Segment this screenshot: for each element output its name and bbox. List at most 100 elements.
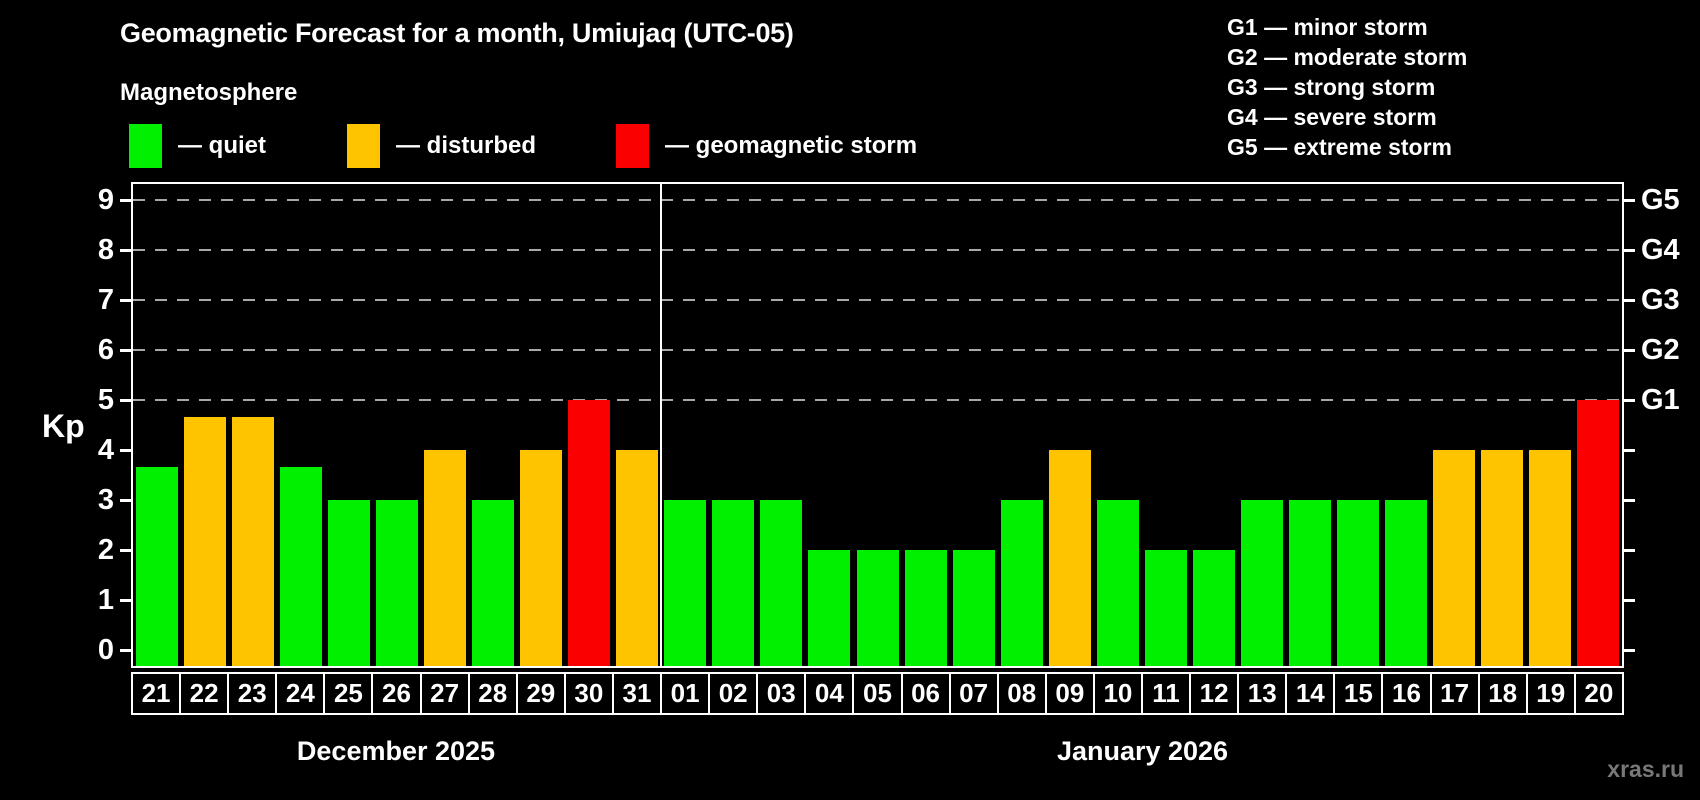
date-cell-20: 20 <box>1573 672 1624 715</box>
date-cell-17: 17 <box>1429 672 1480 715</box>
kp-bar-03 <box>760 500 803 666</box>
date-cell-15: 15 <box>1333 672 1384 715</box>
left-tick-kp8 <box>120 249 131 252</box>
date-cell-18: 18 <box>1477 672 1528 715</box>
g-axis-label-g3: G3 <box>1641 284 1680 316</box>
month-separator-line <box>660 184 663 666</box>
kp-bar-16 <box>1384 500 1427 666</box>
date-cell-01: 01 <box>660 672 711 715</box>
date-cell-08: 08 <box>996 672 1047 715</box>
legend-label-storm: — geomagnetic storm <box>665 132 918 159</box>
y-tick-label-5: 5 <box>97 384 114 416</box>
kp-bar-31 <box>616 450 659 666</box>
kp-bar-29 <box>520 450 563 666</box>
left-tick-kp3 <box>120 499 131 502</box>
kp-bar-21 <box>136 466 179 666</box>
disturbed-swatch-icon <box>347 124 380 168</box>
kp-bar-25 <box>328 500 371 666</box>
kp-bar-13 <box>1240 500 1283 666</box>
left-tick-kp9 <box>120 199 131 202</box>
date-cell-04: 04 <box>804 672 855 715</box>
date-cell-26: 26 <box>371 672 422 715</box>
kp-bar-11 <box>1144 550 1187 666</box>
right-tick-kp9 <box>1624 199 1635 202</box>
kp-bar-10 <box>1096 500 1139 666</box>
date-cell-24: 24 <box>275 672 326 715</box>
kp-bar-06 <box>904 550 947 666</box>
right-tick-kp0 <box>1624 649 1635 652</box>
kp-bar-07 <box>952 550 995 666</box>
legend-heading: Magnetosphere <box>120 79 298 106</box>
date-cell-19: 19 <box>1525 672 1576 715</box>
left-tick-kp1 <box>120 599 131 602</box>
g-axis-label-g5: G5 <box>1641 184 1680 216</box>
kp-bar-30 <box>568 400 611 666</box>
g-axis-label-g2: G2 <box>1641 334 1680 366</box>
date-cell-03: 03 <box>756 672 807 715</box>
g-axis-label-g1: G1 <box>1641 384 1680 416</box>
watermark-text: xras.ru <box>1607 756 1684 782</box>
date-cell-21: 21 <box>131 672 182 715</box>
g-legend-line-g4: G4 — severe storm <box>1227 104 1437 130</box>
kp-bar-23 <box>232 416 275 666</box>
legend-item-storm: — geomagnetic storm <box>616 123 917 169</box>
right-tick-kp3 <box>1624 499 1635 502</box>
date-cell-22: 22 <box>179 672 230 715</box>
left-tick-kp5 <box>120 399 131 402</box>
date-cell-11: 11 <box>1140 672 1192 715</box>
kp-bar-01 <box>664 500 707 666</box>
storm-swatch-icon <box>616 124 649 168</box>
date-cell-02: 02 <box>708 672 759 715</box>
g-legend-line-g5: G5 — extreme storm <box>1227 134 1452 160</box>
date-cell-16: 16 <box>1381 672 1432 715</box>
right-tick-kp6 <box>1624 349 1635 352</box>
g-legend-line-g2: G2 — moderate storm <box>1227 44 1468 70</box>
kp-bar-04 <box>808 550 851 666</box>
date-cell-29: 29 <box>515 672 566 715</box>
date-cell-12: 12 <box>1189 672 1240 715</box>
y-tick-label-4: 4 <box>97 434 114 466</box>
page-title: Geomagnetic Forecast for a month, Umiuja… <box>120 18 794 48</box>
kp-bar-08 <box>1000 500 1043 666</box>
legend-label-disturbed: — disturbed <box>396 132 537 159</box>
date-cell-06: 06 <box>900 672 951 715</box>
kp-bar-24 <box>280 466 323 666</box>
kp-bar-15 <box>1336 500 1379 666</box>
kp-bar-20 <box>1576 400 1619 666</box>
gridline-kp9 <box>133 199 1622 201</box>
date-cell-27: 27 <box>419 672 470 715</box>
kp-bar-18 <box>1480 450 1523 666</box>
right-tick-kp8 <box>1624 249 1635 252</box>
kp-bar-17 <box>1432 450 1475 666</box>
legend-item-disturbed: — disturbed <box>347 123 536 169</box>
g-scale-legend: G1 — minor storm G2 — moderate storm G3 … <box>1227 12 1467 162</box>
date-cell-31: 31 <box>611 672 663 715</box>
kp-bar-02 <box>712 500 755 666</box>
legend-label-quiet: — quiet <box>178 132 266 159</box>
kp-bar-09 <box>1048 450 1091 666</box>
left-tick-kp4 <box>120 449 131 452</box>
y-tick-label-3: 3 <box>97 484 114 516</box>
left-tick-kp7 <box>120 299 131 302</box>
right-tick-kp5 <box>1624 399 1635 402</box>
month-label-december: December 2025 <box>296 736 496 766</box>
g-axis-label-g4: G4 <box>1641 234 1680 266</box>
date-cell-23: 23 <box>227 672 278 715</box>
date-cell-10: 10 <box>1092 672 1143 715</box>
kp-bar-14 <box>1288 500 1331 666</box>
g-legend-line-g1: G1 — minor storm <box>1227 14 1428 40</box>
date-cell-25: 25 <box>323 672 374 715</box>
quiet-swatch-icon <box>129 124 162 168</box>
left-tick-kp6 <box>120 349 131 352</box>
y-tick-label-7: 7 <box>97 284 114 316</box>
legend-item-quiet: — quiet <box>129 123 266 169</box>
kp-bar-26 <box>376 500 419 666</box>
right-tick-kp2 <box>1624 549 1635 552</box>
g-legend-line-g3: G3 — strong storm <box>1227 74 1436 100</box>
right-tick-kp7 <box>1624 299 1635 302</box>
date-cell-05: 05 <box>852 672 903 715</box>
gridline-kp8 <box>133 249 1622 251</box>
date-cell-07: 07 <box>948 672 999 715</box>
kp-bar-05 <box>856 550 899 666</box>
